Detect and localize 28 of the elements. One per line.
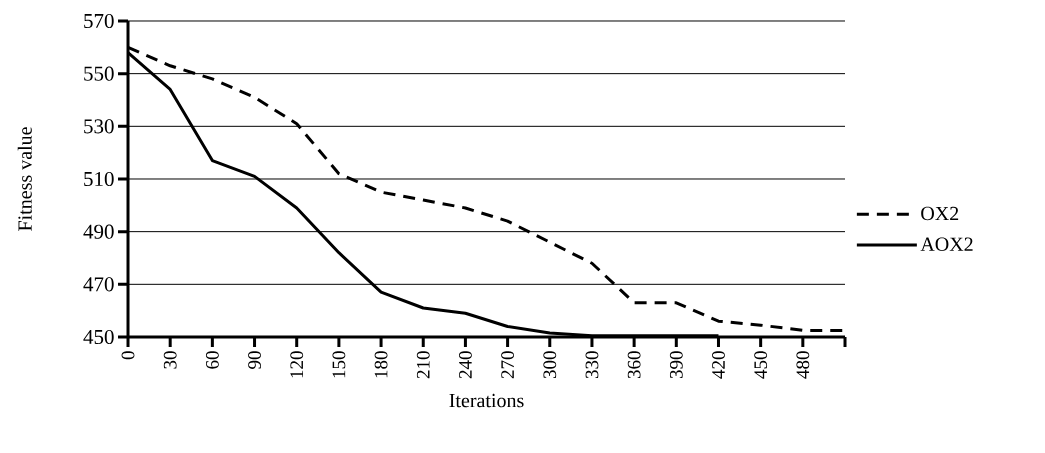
y-tick-label: 510 [84,171,114,187]
x-tick-label: 60 [205,351,219,369]
y-tick-label: 550 [84,66,114,81]
legend-label: OX2 [921,206,959,221]
x-tick-label: 390 [669,351,683,379]
y-tick-label: 530 [84,119,114,134]
x-tick-label: 180 [374,351,388,378]
x-tick-label: 30 [163,351,177,369]
x-tick-label: 420 [712,351,725,379]
y-axis-title: Fitness value [17,127,32,231]
x-tick-label: 300 [543,351,557,379]
y-tick-label: 450 [83,329,114,345]
x-tick-label: 210 [416,351,430,379]
x-tick-label: 450 [754,351,768,379]
x-tick-label: 330 [585,351,599,379]
x-axis-title: Iterations [449,393,524,408]
x-tick-label: 240 [459,351,472,379]
legend-label: AOX2 [920,237,973,251]
x-tick-label: 360 [627,351,641,379]
x-tick-label: 0 [121,351,135,360]
x-tick-label: 150 [332,351,346,378]
x-tick-label: 90 [248,351,261,369]
y-tick-label: 490 [83,224,114,239]
y-tick-label: 470 [83,277,114,292]
x-tick-label: 120 [290,351,304,378]
x-tick-label: 270 [501,351,515,379]
y-tick-label: 570 [84,13,114,29]
x-tick-label: 480 [796,351,810,379]
